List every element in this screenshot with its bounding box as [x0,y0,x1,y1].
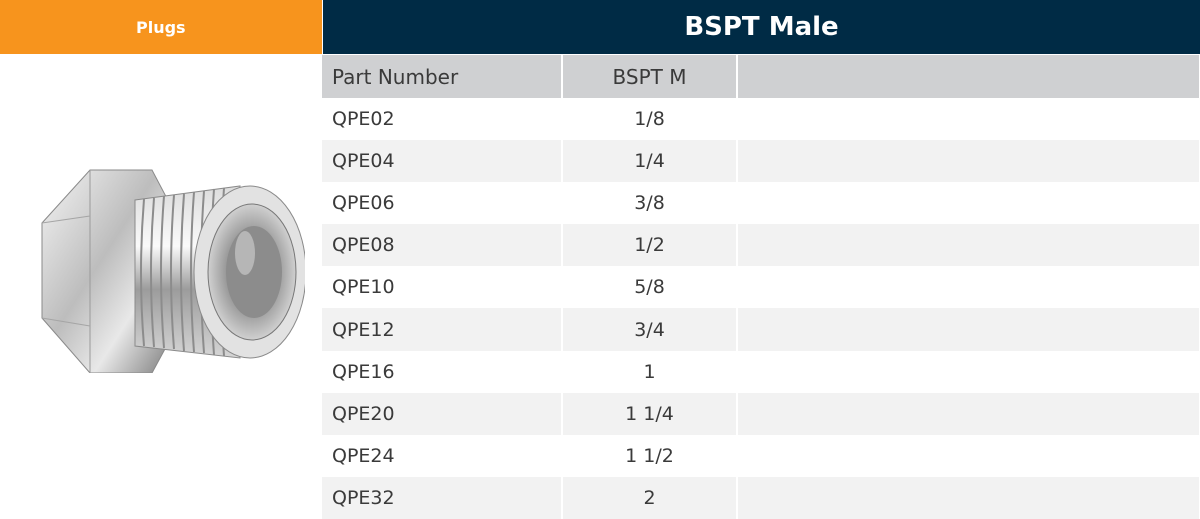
part-number-cell: QPE24 [322,434,563,477]
part-number-cell: QPE08 [322,224,563,267]
column-header-bspt-m: BSPT M [562,55,738,98]
table-row: QPE02 1/8 [322,98,1200,141]
bspt-size-cell: 1/8 [562,98,738,141]
bspt-size-cell: 1/2 [562,224,738,267]
part-number-cell: QPE16 [322,350,563,393]
spec-table: Part Number BSPT M QPE02 1/8 QPE04 1/4 Q… [322,55,1200,519]
empty-cell [737,224,1200,267]
part-number-cell: QPE04 [322,140,563,183]
bspt-size-cell: 1/4 [562,140,738,183]
hex-plug-fitting-image [41,169,305,373]
empty-cell [737,182,1200,225]
category-label: Plugs [136,17,186,37]
table-row: QPE08 1/2 [322,224,1200,267]
table-row: QPE16 1 [322,350,1200,393]
bspt-size-cell: 3/4 [562,308,738,351]
table-row: QPE24 1 1/2 [322,434,1200,477]
table-row: QPE06 3/8 [322,182,1200,225]
bspt-size-cell: 3/8 [562,182,738,225]
part-number-cell: QPE20 [322,392,563,435]
table-title: BSPT Male [684,12,839,42]
empty-cell [737,98,1200,141]
empty-cell [737,392,1200,435]
bspt-size-cell: 1 1/4 [562,392,738,435]
empty-cell [737,350,1200,393]
product-panel: Plugs [0,0,322,519]
table-header-row: Part Number BSPT M [322,55,1200,98]
empty-cell [737,476,1200,519]
table-title-bar: BSPT Male [322,0,1200,54]
spec-table-panel: BSPT Male Part Number BSPT M QPE02 1/8 Q… [322,0,1200,519]
part-number-cell: QPE02 [322,98,563,141]
bspt-size-cell: 2 [562,476,738,519]
part-number-cell: QPE10 [322,266,563,309]
part-number-cell: QPE32 [322,476,563,519]
bspt-size-cell: 5/8 [562,266,738,309]
table-row: QPE20 1 1/4 [322,392,1200,435]
column-header-empty [737,55,1200,98]
empty-cell [737,308,1200,351]
empty-cell [737,434,1200,477]
table-row: QPE10 5/8 [322,266,1200,309]
bspt-size-cell: 1 1/2 [562,434,738,477]
table-row: QPE12 3/4 [322,308,1200,351]
column-header-part-number: Part Number [322,55,563,98]
category-tab[interactable]: Plugs [0,0,322,54]
empty-cell [737,140,1200,183]
table-row: QPE04 1/4 [322,140,1200,183]
table-row: QPE32 2 [322,476,1200,519]
bspt-size-cell: 1 [562,350,738,393]
part-number-cell: QPE06 [322,182,563,225]
empty-cell [737,266,1200,309]
part-number-cell: QPE12 [322,308,563,351]
